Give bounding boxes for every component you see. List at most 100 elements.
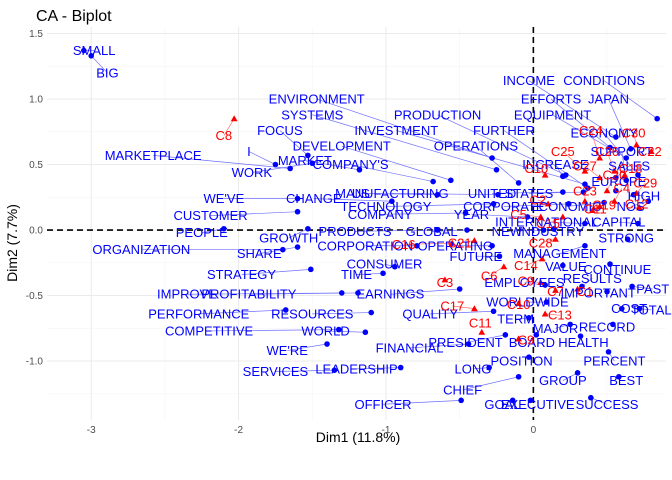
label-leader-line — [383, 400, 462, 405]
row-point — [613, 134, 619, 140]
row-point — [81, 47, 87, 54]
column-point — [471, 305, 478, 312]
row-point-label: RESOURCES — [271, 306, 354, 321]
label-leader-line — [525, 258, 543, 266]
label-leader-line — [325, 330, 366, 333]
row-point — [588, 394, 594, 401]
row-point-label: LONG — [455, 361, 492, 376]
y-tick-label: 0.5 — [29, 160, 43, 171]
column-point — [515, 335, 523, 342]
label-leader-line — [251, 162, 313, 173]
column-point — [552, 286, 559, 293]
row-point-label: EARNINGS — [356, 287, 424, 302]
row-point-label: CHANGE — [286, 191, 342, 206]
label-leader-line — [437, 114, 566, 176]
x-tick-label: -2 — [234, 425, 243, 436]
y-tick-label: -1.0 — [26, 357, 44, 368]
label-leader-line — [584, 165, 600, 178]
row-point — [368, 309, 375, 316]
column-point — [611, 167, 618, 174]
row-point — [624, 236, 631, 243]
row-point-label: SERVICES — [243, 364, 309, 379]
label-leader-line — [525, 280, 541, 283]
label-leader-line — [403, 242, 453, 245]
row-point — [560, 189, 566, 195]
label-leader-line — [391, 193, 498, 196]
column-point-label: C16 — [392, 237, 416, 252]
row-point-label: SUPPORT — [590, 144, 653, 159]
label-leader-line — [259, 246, 298, 254]
row-point-label: ENVIRONMENT — [269, 92, 365, 107]
row-point — [282, 307, 289, 313]
column-point-label: C11 — [469, 316, 492, 331]
row-point-label: COMPANY — [348, 207, 413, 222]
row-point — [309, 160, 316, 167]
row-point — [579, 283, 585, 290]
column-point-label: C10 — [507, 297, 531, 312]
column-point-label: C14 — [514, 258, 538, 273]
row-point — [305, 225, 311, 232]
label-leader-line — [614, 187, 623, 202]
column-point-label: C19 — [592, 198, 616, 213]
column-point-label: C8 — [216, 128, 233, 143]
column-point — [559, 213, 567, 220]
row-point — [397, 364, 404, 371]
label-leader-line — [546, 221, 585, 224]
label-leader-line — [312, 114, 497, 171]
column-point — [538, 255, 546, 262]
row-point — [324, 341, 330, 347]
column-point-label: C15 — [536, 216, 560, 231]
column-point — [603, 187, 611, 194]
row-point — [607, 144, 613, 151]
x-tick-label: -1 — [382, 425, 391, 436]
row-point — [543, 299, 550, 305]
row-point — [336, 326, 342, 333]
row-point — [515, 373, 522, 380]
row-point-label: OPERATING — [417, 238, 493, 253]
row-point-label: CHIEF — [443, 382, 482, 397]
row-point-label: BEST — [609, 373, 643, 388]
label-leader-line — [459, 240, 475, 244]
column-point — [574, 285, 581, 292]
row-point — [582, 181, 588, 187]
label-leaders — [83, 50, 658, 405]
row-point-label: YEAR — [454, 207, 489, 222]
column-point-label: C23 — [573, 183, 597, 198]
column-point — [552, 235, 559, 242]
column-point — [581, 197, 589, 204]
column-point-label: C18 — [619, 161, 643, 176]
row-point — [623, 177, 630, 184]
y-tick-label: -0.5 — [26, 291, 44, 302]
x-axis-ticks: -3 -2 -1 0 — [87, 425, 537, 436]
row-point — [605, 349, 612, 355]
row-point-label: COST — [611, 301, 647, 316]
row-point-label: FINANCIAL — [376, 340, 444, 355]
column-point-label: C11 — [584, 202, 607, 217]
row-point-label: CONDITIONS — [563, 73, 645, 88]
column-point — [611, 197, 618, 204]
row-point — [601, 199, 607, 206]
label-leader-line — [356, 272, 384, 275]
column-point-label: C17 — [440, 299, 464, 314]
label-leader-line — [316, 98, 493, 159]
label-leader-line — [550, 98, 611, 148]
column-point-label: C12 — [625, 196, 649, 211]
row-point — [618, 305, 625, 312]
label-leader-line — [279, 130, 309, 156]
row-point-label: JAPAN — [588, 92, 629, 107]
row-point — [221, 225, 227, 232]
column-point — [647, 148, 655, 154]
point-labels: SMALL BIG INCOME CONDITIONS EFFORTS JAPAN ENVI… — [73, 43, 672, 412]
row-point-label: FUTURE — [450, 249, 503, 264]
row-point-label: GROUP — [539, 373, 587, 388]
row-point-label: MARKETPLACE — [105, 148, 202, 163]
row-point — [294, 244, 301, 250]
row-point — [294, 195, 301, 202]
row-point — [610, 321, 616, 328]
row-point — [272, 161, 279, 168]
plot-grid — [47, 27, 666, 420]
row-point-label: MANAGEMENT — [513, 246, 606, 261]
label-leader-line — [430, 310, 494, 315]
label-leader-line — [603, 80, 658, 119]
